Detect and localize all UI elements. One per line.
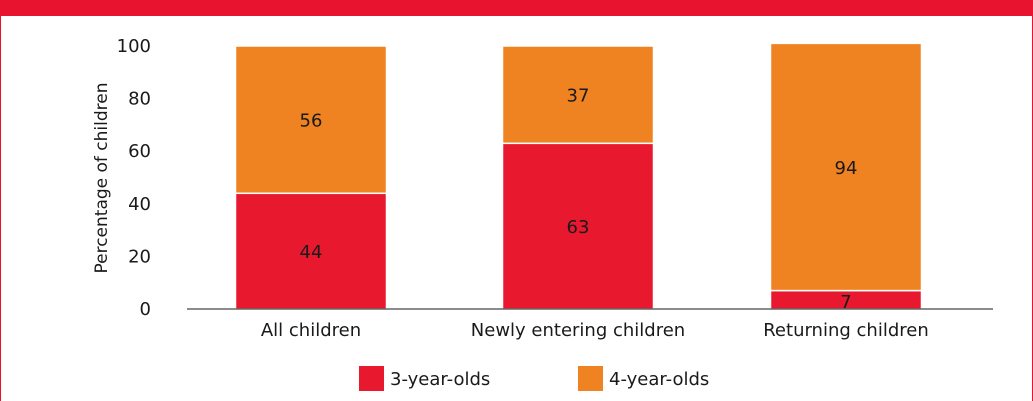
data-label-3yo-0: 44 [300,242,323,263]
x-axis-category-labels: All children Newly entering children Retur… [261,320,929,341]
y-tick-label-60: 60 [128,141,151,162]
legend-swatch-3yo [359,366,384,391]
data-label-4yo-2: 94 [835,158,858,179]
bar-4yo-0 [234,45,388,195]
y-tick-label-100: 100 [117,36,151,57]
data-label-3yo-2: 7 [840,292,851,313]
bar-4yo-1 [501,45,655,145]
data-label-3yo-1: 63 [567,217,590,238]
legend: 3-year-olds 4-year-olds [359,366,709,391]
data-label-4yo-0: 56 [300,111,323,132]
data-label-4yo-1: 37 [567,86,590,107]
category-label-1: Newly entering children [471,320,685,341]
bar-3yo-0 [234,192,388,310]
y-tick-label-20: 20 [128,246,151,267]
category-label-0: All children [261,320,361,341]
bars: 44 56 63 37 7 94 [234,42,923,313]
legend-label-4yo: 4-year-olds [609,369,709,390]
bar-4yo-2 [769,42,923,292]
legend-label-3yo: 3-year-olds [390,369,490,390]
y-axis-title: Percentage of children [92,82,112,273]
y-tick-label-40: 40 [128,194,151,215]
y-axis-ticks: 0 20 40 60 80 100 [117,36,151,320]
y-tick-label-80: 80 [128,89,151,110]
y-tick-label-0: 0 [140,299,151,320]
bar-3yo-1 [501,142,655,310]
category-label-2: Returning children [763,320,929,341]
legend-swatch-4yo [578,366,603,391]
